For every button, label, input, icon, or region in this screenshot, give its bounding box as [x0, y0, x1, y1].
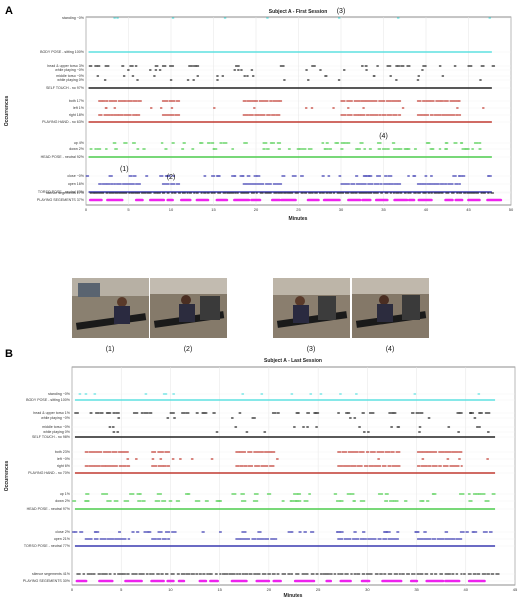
panel-label-b: B [5, 348, 13, 360]
photo-caption-1: (1) [106, 346, 115, 353]
row-label: close 2% [55, 530, 70, 534]
panel-label-a: A [5, 5, 13, 17]
row-label: TORSO POSE - neutral 77% [24, 544, 71, 548]
row-label: silence segements 17% [46, 191, 85, 195]
photo-caption-2: (2) [184, 346, 193, 353]
chart-a-title: Subject A - First Session [269, 9, 328, 15]
row-label: HEAD POSE - neutral 97% [27, 507, 71, 511]
row-label: both 23% [55, 450, 71, 454]
row-label: right 18% [69, 113, 85, 117]
row-label: both 17% [69, 99, 85, 103]
x-tick-label-25: 25 [296, 207, 301, 212]
annotation-label: (2) [167, 174, 176, 181]
row-label: up 1% [60, 492, 71, 496]
x-tick-label-0: 0 [71, 587, 74, 592]
row-label: while playing 0% [43, 430, 71, 434]
chart-a-xlabel: Minutes [289, 216, 308, 222]
photo-3 [273, 278, 350, 338]
row-label: PLAYING SEGEMENTS 30% [23, 579, 71, 583]
x-tick-label-35: 35 [414, 587, 419, 592]
photo-caption-4: (4) [386, 346, 395, 353]
row-label: while playing ~0% [41, 416, 71, 420]
x-tick-label-0: 0 [85, 207, 88, 212]
row-label: HEAD POSE - neutral 92% [41, 155, 85, 159]
chart-a-ylabel: Occurrences [4, 95, 10, 126]
chart-b-title: Subject A - Last Session [264, 358, 322, 364]
row-label: head & upper torso 3% [47, 64, 85, 68]
row-label: left 1% [73, 106, 85, 110]
annotation-label: (1) [120, 166, 129, 173]
x-tick-label-5: 5 [127, 207, 130, 212]
photo-strip: (1) (2) (3) (4) [72, 278, 429, 353]
row-label: BODY POSE - sitting 100% [26, 398, 71, 402]
row-label: open 16% [68, 182, 85, 186]
row-label: TORSO POSE - neutral 83% [38, 190, 85, 194]
annotation-label: (4) [379, 133, 388, 140]
x-tick-label-45: 45 [513, 587, 518, 592]
x-tick-label-45: 45 [466, 207, 471, 212]
row-label: open 21% [54, 537, 71, 541]
chart-b-xlabel: Minutes [284, 593, 303, 599]
x-tick-label-30: 30 [365, 587, 370, 592]
x-tick-label-50: 50 [509, 207, 514, 212]
row-label: PLAYING SEGEMENTS 37% [37, 198, 85, 202]
chart-b-ylabel: Occurrences [4, 460, 10, 491]
annotation-label: (3) [337, 8, 346, 15]
x-tick-label-20: 20 [254, 207, 259, 212]
row-label: middle torso ~0% [56, 74, 85, 78]
row-label: while playing 0% [57, 78, 85, 82]
photo-1 [72, 278, 149, 338]
row-label: down 2% [69, 147, 85, 151]
row-label: SELF TOUCH - no 98% [32, 435, 71, 439]
chart-b-frame [71, 366, 516, 586]
row-label: standing ~0% [48, 392, 71, 396]
x-tick-label-40: 40 [464, 587, 469, 592]
row-label: right 6% [57, 464, 71, 468]
x-tick-label-20: 20 [267, 587, 272, 592]
x-tick-label-40: 40 [424, 207, 429, 212]
row-label: down 2% [55, 499, 71, 503]
row-label: BODY POSE - sitting 100% [40, 50, 85, 54]
x-tick-label-10: 10 [169, 207, 174, 212]
row-label: middle torso ~0% [42, 425, 71, 429]
photo-2 [150, 278, 227, 338]
x-tick-label-35: 35 [381, 207, 386, 212]
photo-4 [352, 278, 429, 338]
row-label: head & upper torso 1% [33, 411, 71, 415]
x-tick-label-15: 15 [211, 207, 216, 212]
row-label: silence segements 41% [32, 572, 71, 576]
x-tick-label-15: 15 [217, 587, 222, 592]
x-tick-label-30: 30 [339, 207, 344, 212]
row-label: close ~0% [67, 174, 84, 178]
row-label: up 4% [74, 141, 85, 145]
chart-first-session: Subject A - First Session Minutes Occurr… [4, 8, 514, 222]
chart-last-session: Subject A - Last Session Minutes Occurre… [4, 358, 518, 599]
x-tick-label-25: 25 [316, 587, 321, 592]
row-label: PLAYING HAND - no 63% [42, 120, 85, 124]
row-label: standing ~0% [62, 16, 85, 20]
row-label: SELF TOUCH - no 97% [46, 86, 85, 90]
photo-caption-3: (3) [307, 346, 316, 353]
row-label: left ~0% [57, 457, 71, 461]
row-label: while playing ~0% [55, 68, 85, 72]
x-tick-label-5: 5 [120, 587, 123, 592]
x-tick-label-10: 10 [168, 587, 173, 592]
row-label: PLAYING HAND - no 70% [28, 471, 71, 475]
